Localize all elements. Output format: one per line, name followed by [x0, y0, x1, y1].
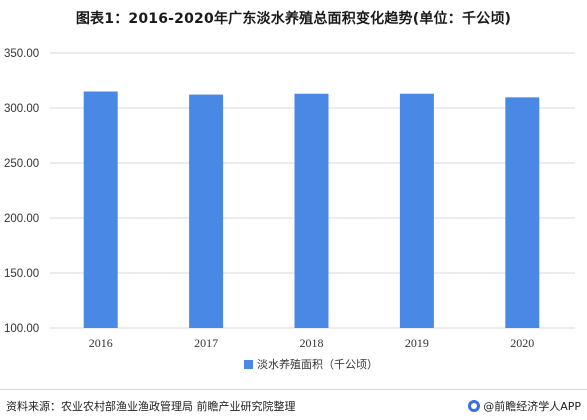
y-tick-label: 150.00: [4, 268, 39, 280]
x-tick-label: 2017: [194, 336, 218, 350]
x-tick-label: 2020: [510, 336, 534, 350]
bar: [189, 94, 224, 328]
y-tick-label: 100.00: [4, 323, 39, 335]
brand-credit: @前瞻经济学人APP: [468, 398, 581, 414]
legend: 淡水养殖面积（千公顷）: [244, 357, 378, 371]
bar: [505, 97, 540, 328]
x-axis-ticks: 2016 2017 2018 2019 2020: [89, 336, 535, 350]
brand-logo-icon: [468, 400, 481, 412]
y-tick-label: 250.00: [4, 158, 39, 170]
legend-label: 淡水养殖面积（千公顷）: [257, 357, 378, 371]
bars: [83, 91, 540, 328]
y-tick-label: 200.00: [4, 213, 39, 225]
bar: [83, 91, 118, 328]
y-axis-ticks: 100.00 150.00 200.00 250.00 300.00 350.00: [4, 48, 39, 335]
source-note: 资料来源：农业农村部渔业渔政管理局 前瞻产业研究院整理: [6, 400, 296, 413]
x-tick-label: 2016: [89, 336, 113, 350]
bar: [294, 93, 329, 328]
legend-swatch: [244, 360, 253, 369]
brand-label: @前瞻经济学人APP: [483, 400, 581, 413]
y-tick-label: 300.00: [4, 103, 39, 115]
y-tick-label: 350.00: [4, 48, 39, 60]
chart-title: 图表1：2016-2020年广东淡水养殖总面积变化趋势(单位：千公顷): [75, 11, 512, 27]
x-tick-label: 2018: [300, 336, 324, 350]
footer-divider: [0, 389, 587, 390]
bar: [399, 93, 434, 328]
x-tick-label: 2019: [405, 336, 429, 350]
